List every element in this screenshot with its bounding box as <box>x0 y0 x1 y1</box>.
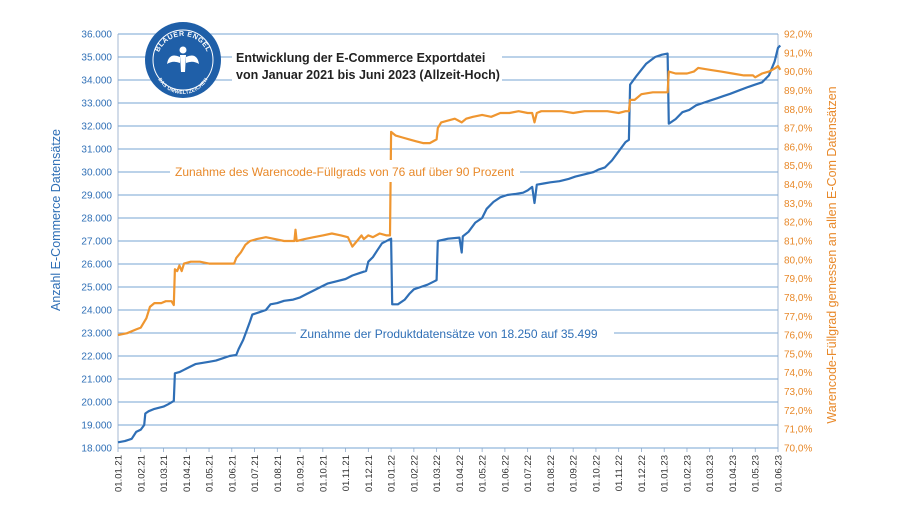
x-tick-label: 01.04.23 <box>728 455 739 492</box>
right-tick-label: 80,0% <box>784 255 812 266</box>
x-tick-label: 01.09.22 <box>569 455 580 492</box>
x-tick-label: 01.02.21 <box>136 455 147 492</box>
right-tick-label: 75,0% <box>784 349 812 360</box>
blauer-engel-logo: BLAUER ENGEL DAS UMWELTZEICHEN <box>145 22 221 98</box>
x-tick-label: 01.03.22 <box>432 455 443 492</box>
x-tick-label: 01.11.22 <box>614 455 625 491</box>
blue-annotation-background <box>296 322 614 344</box>
x-tick-label: 01.10.21 <box>318 455 329 492</box>
right-tick-label: 79,0% <box>784 274 812 285</box>
left-tick-label: 36.000 <box>81 30 112 41</box>
x-tick-label: 01.04.21 <box>182 455 193 492</box>
x-tick-label: 01.07.22 <box>523 455 534 492</box>
logo-ring <box>152 29 214 91</box>
x-tick-label: 01.04.22 <box>455 455 466 492</box>
right-tick-label: 88,0% <box>784 105 812 116</box>
left-tick-label: 19.000 <box>81 421 112 432</box>
chart-title-line-1: Entwicklung der E-Commerce Exportdatei <box>236 51 485 65</box>
gridlines <box>117 33 779 449</box>
left-tick-label: 23.000 <box>81 329 112 340</box>
left-tick-label: 28.000 <box>81 214 112 225</box>
x-tick-label: 01.08.22 <box>546 455 557 492</box>
right-tick-label: 78,0% <box>784 293 812 304</box>
left-tick-label: 33.000 <box>81 99 112 110</box>
left-tick-label: 30.000 <box>81 168 112 179</box>
left-tick-label: 35.000 <box>81 53 112 64</box>
x-axis-ticks: 01.01.21 01.02.21 01.03.21 01.04.21 01.05.21… <box>114 448 785 492</box>
x-tick-label: 01.05.23 <box>751 455 762 492</box>
left-tick-label: 18.000 <box>81 444 112 455</box>
fill-rate-annotation: Zunahme des Warencode-Füllgrads von 76 a… <box>175 165 515 179</box>
left-tick-label: 24.000 <box>81 306 112 317</box>
x-tick-label: 01.10.22 <box>591 455 602 492</box>
right-tick-label: 85,0% <box>784 161 812 172</box>
x-tick-label: 01.05.22 <box>478 455 489 492</box>
x-tick-label: 01.02.23 <box>682 455 693 492</box>
fill-rate-series-line <box>117 64 782 337</box>
right-tick-label: 74,0% <box>784 368 812 379</box>
right-tick-label: 87,0% <box>784 124 812 135</box>
left-axis-title: Anzahl E-Commerce Datensätze <box>49 129 63 311</box>
right-tick-label: 72,0% <box>784 406 812 417</box>
right-axis-ticks: 70,0% 71,0% 72,0% 73,0% 74,0% 75,0% 76,0% 77,0%… <box>784 30 812 455</box>
right-tick-label: 86,0% <box>784 142 812 153</box>
left-tick-label: 31.000 <box>81 145 112 156</box>
x-tick-label: 01.05.21 <box>205 455 216 492</box>
x-tick-label: 01.03.23 <box>705 455 716 492</box>
left-tick-label: 26.000 <box>81 260 112 271</box>
left-tick-label: 29.000 <box>81 191 112 202</box>
right-tick-label: 91,0% <box>784 48 812 59</box>
left-tick-label: 34.000 <box>81 76 112 87</box>
right-tick-label: 82,0% <box>784 218 812 229</box>
x-tick-label: 01.02.22 <box>409 455 420 492</box>
right-tick-label: 70,0% <box>784 444 812 455</box>
x-tick-label: 01.12.22 <box>637 455 648 492</box>
left-tick-label: 25.000 <box>81 283 112 294</box>
x-tick-label: 01.03.21 <box>159 455 170 492</box>
right-tick-label: 81,0% <box>784 237 812 248</box>
x-tick-label: 01.11.21 <box>341 455 352 491</box>
right-tick-label: 84,0% <box>784 180 812 191</box>
left-tick-label: 32.000 <box>81 122 112 133</box>
x-tick-label: 01.01.21 <box>114 455 125 492</box>
right-tick-label: 90,0% <box>784 67 812 78</box>
records-annotation: Zunahme der Produktdatensätze von 18.250… <box>300 327 598 341</box>
right-tick-label: 73,0% <box>784 387 812 398</box>
x-tick-label: 01.06.22 <box>500 455 511 492</box>
x-tick-label: 01.12.21 <box>364 455 375 492</box>
right-tick-label: 83,0% <box>784 199 812 210</box>
right-axis-title: Warencode-Füllgrad gemessen an allen E-C… <box>825 86 839 423</box>
left-tick-label: 22.000 <box>81 352 112 363</box>
right-tick-label: 71,0% <box>784 425 812 436</box>
title-background <box>232 47 502 87</box>
left-tick-label: 21.000 <box>81 375 112 386</box>
left-axis-ticks: 18.000 19.000 20.000 21.000 22.000 23.000 24.0… <box>81 30 112 455</box>
orange-annotation-background <box>170 160 520 182</box>
left-tick-label: 20.000 <box>81 398 112 409</box>
records-series-line <box>117 44 782 444</box>
chart-title-line-2: von Januar 2021 bis Juni 2023 (Allzeit-H… <box>236 68 500 82</box>
x-tick-label: 01.09.21 <box>296 455 307 492</box>
x-tick-label: 01.06.23 <box>774 455 785 492</box>
right-tick-label: 76,0% <box>784 331 812 342</box>
x-tick-label: 01.06.21 <box>227 455 238 492</box>
right-tick-label: 77,0% <box>784 312 812 323</box>
left-tick-label: 27.000 <box>81 237 112 248</box>
angel-icon <box>167 46 199 72</box>
x-tick-label: 01.07.21 <box>250 455 261 492</box>
series-layer <box>117 44 782 444</box>
right-tick-label: 89,0% <box>784 86 812 97</box>
right-tick-label: 92,0% <box>784 30 812 41</box>
x-tick-label: 01.08.21 <box>273 455 284 492</box>
x-tick-label: 01.01.22 <box>387 455 398 492</box>
x-tick-label: 01.01.23 <box>660 455 671 492</box>
